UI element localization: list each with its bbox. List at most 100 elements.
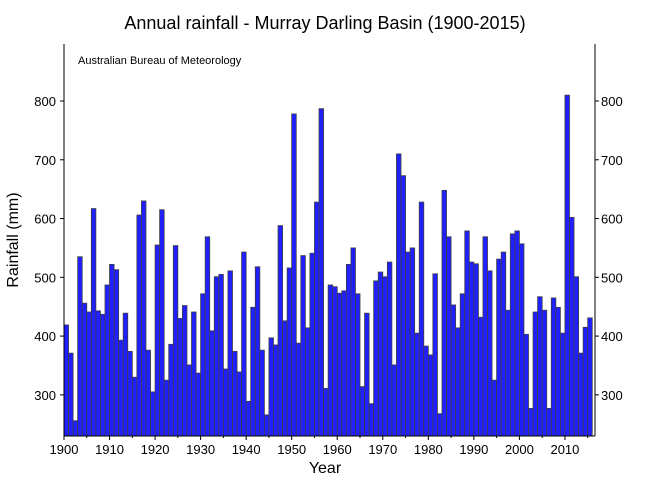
bar-1969 xyxy=(377,271,384,437)
bar-1944 xyxy=(263,414,270,437)
bar-2014 xyxy=(582,326,589,437)
bar-1988 xyxy=(464,230,470,437)
bar-1911 xyxy=(113,269,120,437)
bar-2003 xyxy=(532,311,539,437)
bar-1981 xyxy=(432,273,438,437)
bar-1930 xyxy=(200,293,206,437)
bar-1912 xyxy=(118,339,124,437)
bar-2001 xyxy=(523,333,529,437)
bar-1997 xyxy=(505,309,511,437)
bar-1949 xyxy=(286,267,293,437)
bar-1985 xyxy=(450,304,457,437)
bar-1910 xyxy=(109,263,115,437)
x-tick-label: 2010 xyxy=(550,442,579,457)
bar-2013 xyxy=(578,352,584,437)
bar-1931 xyxy=(204,236,211,437)
bar-1958 xyxy=(327,284,334,437)
bar-1963 xyxy=(350,247,356,437)
bar-1941 xyxy=(250,306,256,437)
bar-1940 xyxy=(245,400,252,437)
y-tick-label-left: 400 xyxy=(34,329,56,344)
y-tick-label-right: 600 xyxy=(601,212,623,227)
bar-1971 xyxy=(386,261,393,437)
bar-1970 xyxy=(382,276,388,437)
bar-1932 xyxy=(209,330,215,437)
bar-1973 xyxy=(396,153,402,437)
bar-1996 xyxy=(500,251,507,437)
source-annotation: Australian Bureau of Meteorology xyxy=(78,55,242,67)
bar-2015 xyxy=(587,317,593,437)
bar-1953 xyxy=(304,327,311,437)
bar-1977 xyxy=(414,332,420,437)
bar-2009 xyxy=(559,332,566,437)
bar-1961 xyxy=(341,290,347,437)
bar-1993 xyxy=(487,270,493,437)
y-tick-label-left: 700 xyxy=(34,153,56,168)
axes: 300 300 400 400 500 500 600 600 700 700 800 800 1900… xyxy=(34,44,623,457)
bar-1939 xyxy=(241,251,247,437)
bar-1982 xyxy=(437,413,443,437)
bar-1955 xyxy=(314,201,320,437)
bar-1979 xyxy=(423,345,429,437)
bar-1905 xyxy=(86,311,92,437)
bar-1980 xyxy=(427,354,434,437)
bar-1994 xyxy=(491,379,498,437)
y-tick-label-left: 600 xyxy=(34,212,56,227)
bar-1954 xyxy=(309,252,315,437)
bar-1968 xyxy=(373,280,379,437)
bar-1904 xyxy=(81,302,88,437)
bar-1952 xyxy=(300,255,306,437)
bar-1987 xyxy=(459,293,466,437)
bar-1934 xyxy=(218,273,224,437)
bar-1923 xyxy=(168,343,174,437)
bar-1907 xyxy=(95,310,101,437)
bar-1920 xyxy=(154,244,161,437)
bar-1926 xyxy=(182,305,188,437)
bar-1990 xyxy=(473,263,479,437)
bar-2006 xyxy=(546,407,552,437)
bar-1937 xyxy=(232,350,238,437)
bar-1913 xyxy=(122,312,129,437)
bar-1947 xyxy=(277,225,283,437)
x-tick-label: 1920 xyxy=(141,442,170,457)
bar-1983 xyxy=(441,189,447,437)
bar-1938 xyxy=(236,371,243,437)
bar-1964 xyxy=(355,293,361,437)
bar-1901 xyxy=(68,352,74,437)
bar-2004 xyxy=(537,296,543,437)
bar-1902 xyxy=(72,420,79,437)
bar-1972 xyxy=(391,364,397,437)
bar-2010 xyxy=(564,94,570,437)
bar-1900 xyxy=(63,324,69,437)
bar-1945 xyxy=(268,337,274,437)
bar-1936 xyxy=(227,270,233,437)
bar-2007 xyxy=(550,297,557,437)
bar-1942 xyxy=(254,266,261,437)
bar-1916 xyxy=(136,214,142,437)
bar-1909 xyxy=(104,284,110,437)
bar-1927 xyxy=(186,364,192,437)
bar-1998 xyxy=(509,233,516,437)
bar-1960 xyxy=(336,292,343,437)
bar-2011 xyxy=(569,216,575,437)
bar-1989 xyxy=(468,261,475,437)
bars xyxy=(63,94,593,437)
y-tick-label-right: 800 xyxy=(601,94,623,109)
x-tick-label: 1900 xyxy=(50,442,79,457)
x-tick-label: 1990 xyxy=(459,442,488,457)
bar-2002 xyxy=(528,407,534,437)
y-tick-label-left: 300 xyxy=(34,388,56,403)
bar-1957 xyxy=(323,387,329,437)
bar-1974 xyxy=(400,175,406,437)
x-tick-label: 1930 xyxy=(186,442,215,457)
bar-1992 xyxy=(482,236,488,437)
bar-1999 xyxy=(514,230,520,437)
bar-1966 xyxy=(364,312,370,437)
bar-1976 xyxy=(409,247,416,437)
bar-1918 xyxy=(145,349,151,437)
bar-1978 xyxy=(418,201,425,437)
bar-1995 xyxy=(496,258,502,437)
bar-1917 xyxy=(141,200,147,437)
